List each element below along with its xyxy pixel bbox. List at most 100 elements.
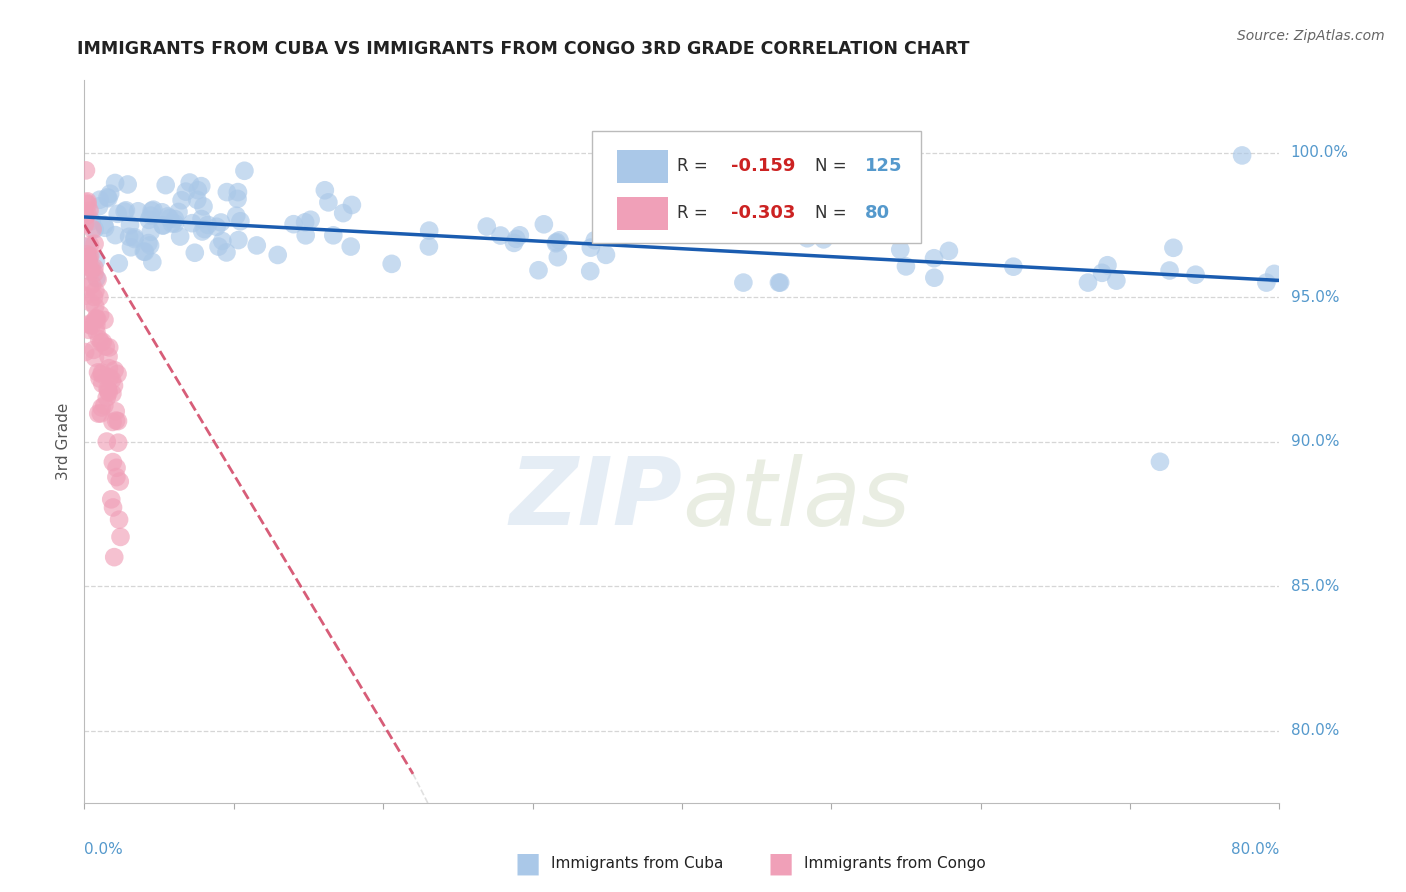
Point: [547, 250, 569, 264]
Point: [89, 332, 111, 346]
Point: [152, 219, 174, 233]
Point: [94, 340, 117, 354]
Point: [509, 228, 531, 243]
Point: [97, 191, 120, 205]
Point: [98, 186, 121, 201]
Point: [894, 260, 917, 274]
Point: [75, 163, 97, 178]
Point: [97, 384, 120, 398]
Point: [150, 205, 173, 219]
Point: [96, 190, 118, 204]
Point: [75, 195, 97, 210]
Point: [89, 371, 111, 385]
Text: 85.0%: 85.0%: [1291, 579, 1339, 593]
Text: 100.0%: 100.0%: [1291, 145, 1348, 160]
Point: [82, 277, 104, 292]
Point: [163, 212, 186, 227]
Text: IMMIGRANTS FROM CUBA VS IMMIGRANTS FROM CONGO 3RD GRADE CORRELATION CHART: IMMIGRANTS FROM CUBA VS IMMIGRANTS FROM …: [77, 40, 970, 58]
Point: [103, 378, 125, 392]
Point: [1105, 274, 1128, 288]
Point: [193, 199, 215, 213]
Point: [79, 295, 101, 310]
Point: [82, 222, 104, 236]
Point: [475, 219, 498, 234]
Point: [138, 235, 160, 250]
Point: [83, 343, 105, 357]
Text: 95.0%: 95.0%: [1291, 290, 1339, 304]
Point: [89, 193, 111, 207]
Point: [165, 217, 187, 231]
Point: [215, 245, 238, 260]
Point: [170, 193, 193, 207]
Point: [101, 455, 124, 469]
Text: -0.159: -0.159: [731, 157, 796, 175]
Point: [1091, 266, 1114, 280]
Point: [418, 239, 440, 253]
Point: [1077, 276, 1099, 290]
Point: [190, 179, 212, 194]
Text: ZIP: ZIP: [509, 453, 682, 545]
Point: [579, 264, 602, 278]
Point: [139, 209, 162, 223]
Point: [294, 228, 316, 243]
Point: [89, 308, 111, 322]
Point: [233, 163, 256, 178]
Point: [139, 238, 162, 252]
Point: [79, 318, 101, 332]
Point: [93, 218, 115, 232]
Text: 80: 80: [865, 204, 890, 222]
Point: [94, 220, 117, 235]
Point: [225, 209, 247, 223]
Text: R =: R =: [678, 204, 713, 222]
Point: [98, 361, 121, 376]
Point: [76, 247, 98, 261]
Point: [108, 256, 131, 270]
Point: [107, 207, 129, 221]
Point: [101, 386, 124, 401]
Point: [108, 513, 131, 527]
Point: [104, 228, 127, 243]
Point: [105, 413, 128, 427]
Point: [80, 214, 103, 228]
Point: [83, 290, 105, 304]
Point: [104, 176, 127, 190]
Point: [769, 276, 792, 290]
Point: [138, 212, 160, 227]
Point: [108, 475, 131, 489]
Point: [194, 222, 217, 236]
Point: [90, 407, 112, 421]
Point: [76, 207, 98, 221]
Point: [1263, 267, 1285, 281]
Point: [98, 340, 121, 354]
Point: [141, 255, 163, 269]
Point: [1097, 258, 1119, 272]
Point: [75, 240, 97, 254]
Point: [107, 367, 129, 381]
Point: [86, 325, 108, 339]
Point: [79, 279, 101, 293]
FancyBboxPatch shape: [617, 197, 668, 230]
Point: [101, 415, 124, 429]
Point: [87, 365, 110, 379]
Point: [1184, 268, 1206, 282]
Point: [141, 203, 163, 218]
Point: [548, 233, 571, 247]
Point: [114, 204, 136, 219]
Text: 90.0%: 90.0%: [1291, 434, 1339, 449]
Point: [169, 229, 191, 244]
Text: ■: ■: [768, 849, 793, 878]
Point: [579, 241, 602, 255]
Point: [723, 200, 745, 214]
Point: [1149, 455, 1171, 469]
Point: [583, 233, 606, 247]
Point: [115, 203, 138, 218]
Point: [98, 370, 121, 384]
Text: Immigrants from Cuba: Immigrants from Cuba: [551, 856, 724, 871]
Text: 80.0%: 80.0%: [1232, 842, 1279, 856]
Point: [79, 203, 101, 218]
Point: [86, 312, 108, 326]
Point: [139, 225, 162, 239]
Point: [120, 240, 142, 254]
Point: [190, 212, 212, 227]
Point: [1159, 263, 1181, 277]
